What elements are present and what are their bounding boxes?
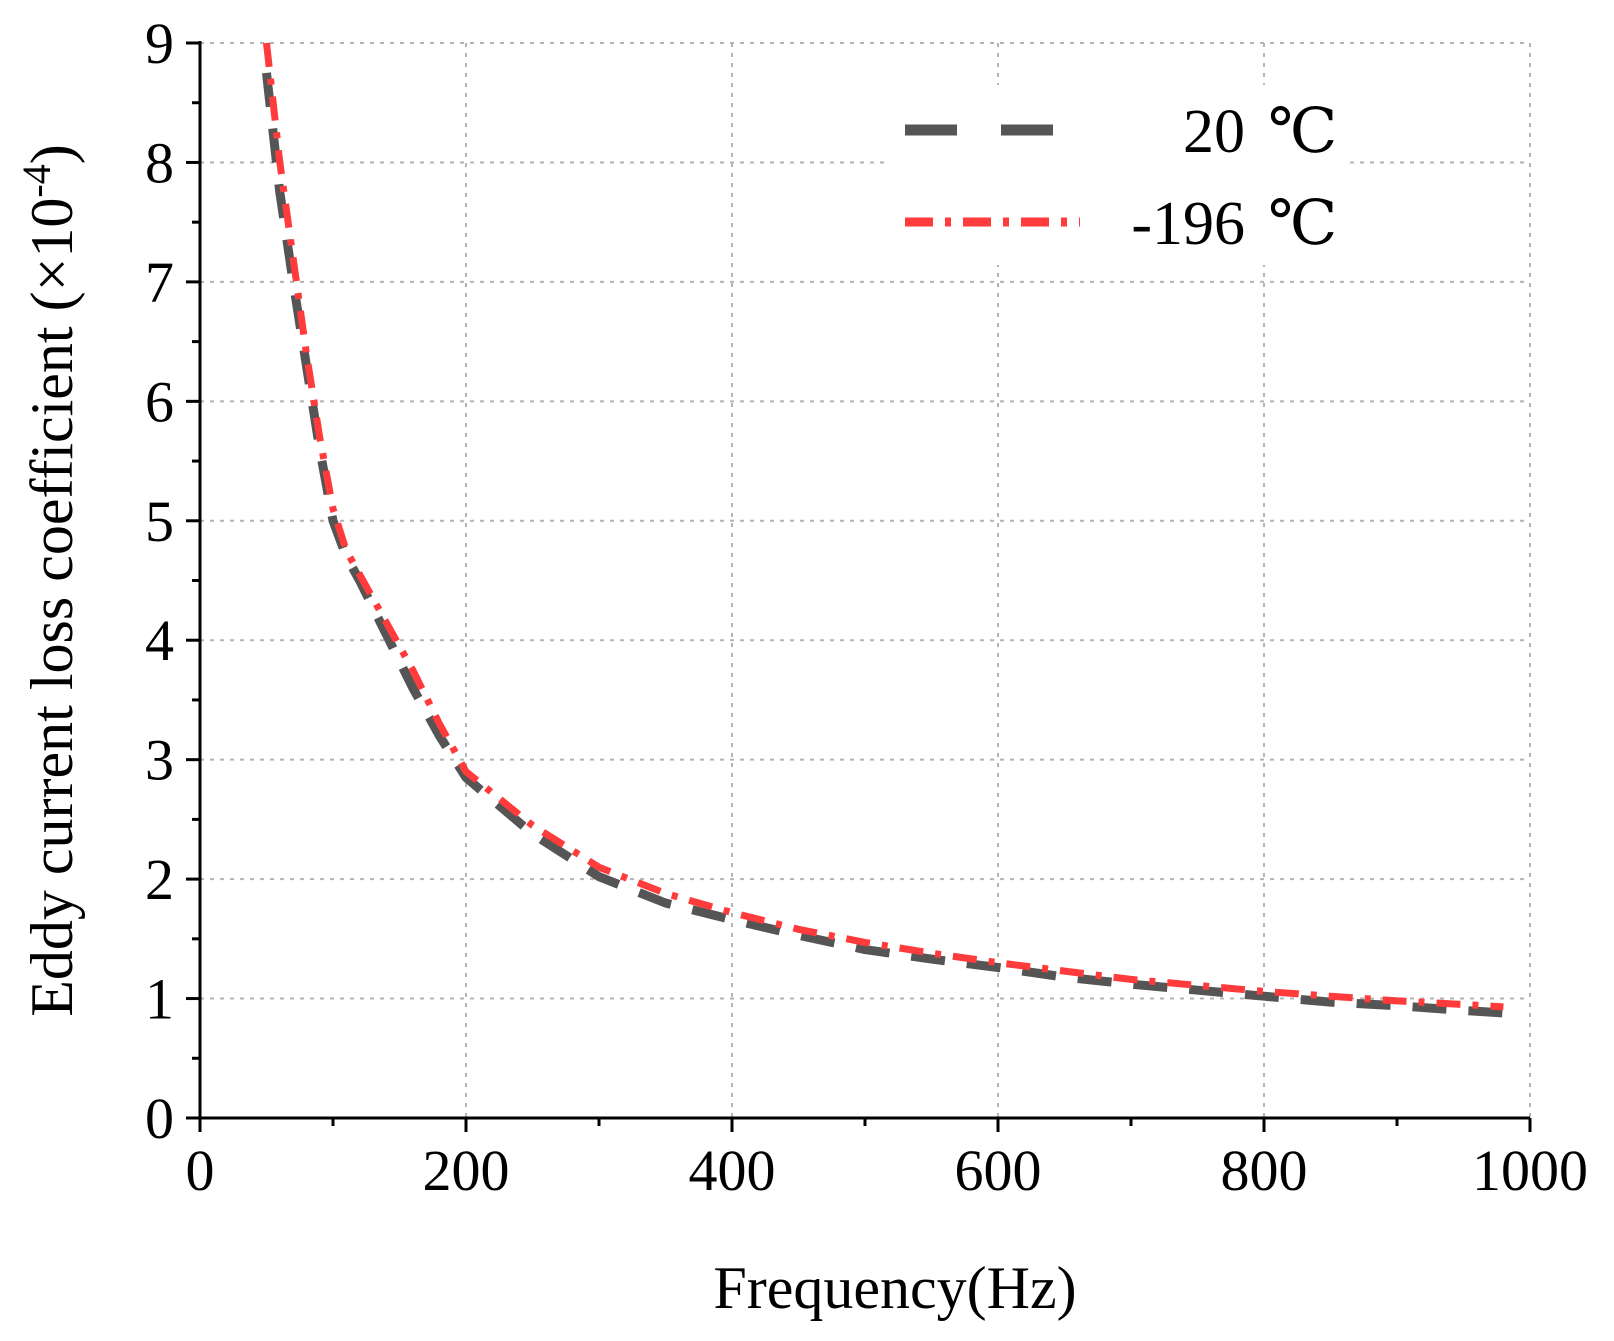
x-axis-title: Frequency(Hz) bbox=[713, 1255, 1076, 1321]
y-tick-label: 6 bbox=[145, 369, 174, 434]
legend-background bbox=[890, 85, 1350, 265]
x-tick-label: 0 bbox=[186, 1138, 215, 1203]
legend-label-minus196c-unit: ℃ bbox=[1268, 190, 1337, 258]
legend-label-20c-unit: ℃ bbox=[1268, 98, 1337, 166]
legend-label-minus196c-number: -196 bbox=[1131, 190, 1245, 258]
y-tick-label: 0 bbox=[145, 1086, 174, 1151]
grid bbox=[200, 42, 1531, 1118]
x-tick-label: 1000 bbox=[1472, 1138, 1588, 1203]
series-line-minus196c bbox=[263, 42, 1504, 1011]
x-tick-label: 200 bbox=[423, 1138, 510, 1203]
y-axis-title-exponent: -4 bbox=[14, 164, 59, 197]
y-tick-label: 4 bbox=[145, 608, 174, 673]
x-tick-label: 800 bbox=[1221, 1138, 1308, 1203]
x-tick-label: 600 bbox=[955, 1138, 1042, 1203]
y-tick-label: 7 bbox=[145, 250, 174, 315]
y-axis-title-main: Eddy current loss coefficient (×10 bbox=[19, 198, 85, 1017]
y-tick-label: 8 bbox=[145, 130, 174, 195]
x-tick-label: 400 bbox=[689, 1138, 776, 1203]
y-tick-label: 1 bbox=[145, 967, 174, 1032]
y-axis-title: Eddy current loss coefficient (×10-4) bbox=[14, 144, 86, 1016]
y-tick-label: 5 bbox=[145, 489, 174, 554]
y-tick-label: 2 bbox=[145, 847, 174, 912]
y-tick-label: 3 bbox=[145, 728, 174, 793]
ticks: 0 200 400 600 800 1000 0 1 2 3 4 5 6 7 8 9 bbox=[145, 11, 1588, 1203]
legend-label-20c-number: 20 bbox=[1183, 98, 1245, 166]
y-axis-title-suffix: ) bbox=[19, 144, 85, 164]
y-tick-label: 9 bbox=[145, 11, 174, 76]
series bbox=[262, 42, 1504, 1018]
legend: 20 ℃ -196 ℃ bbox=[890, 85, 1350, 265]
